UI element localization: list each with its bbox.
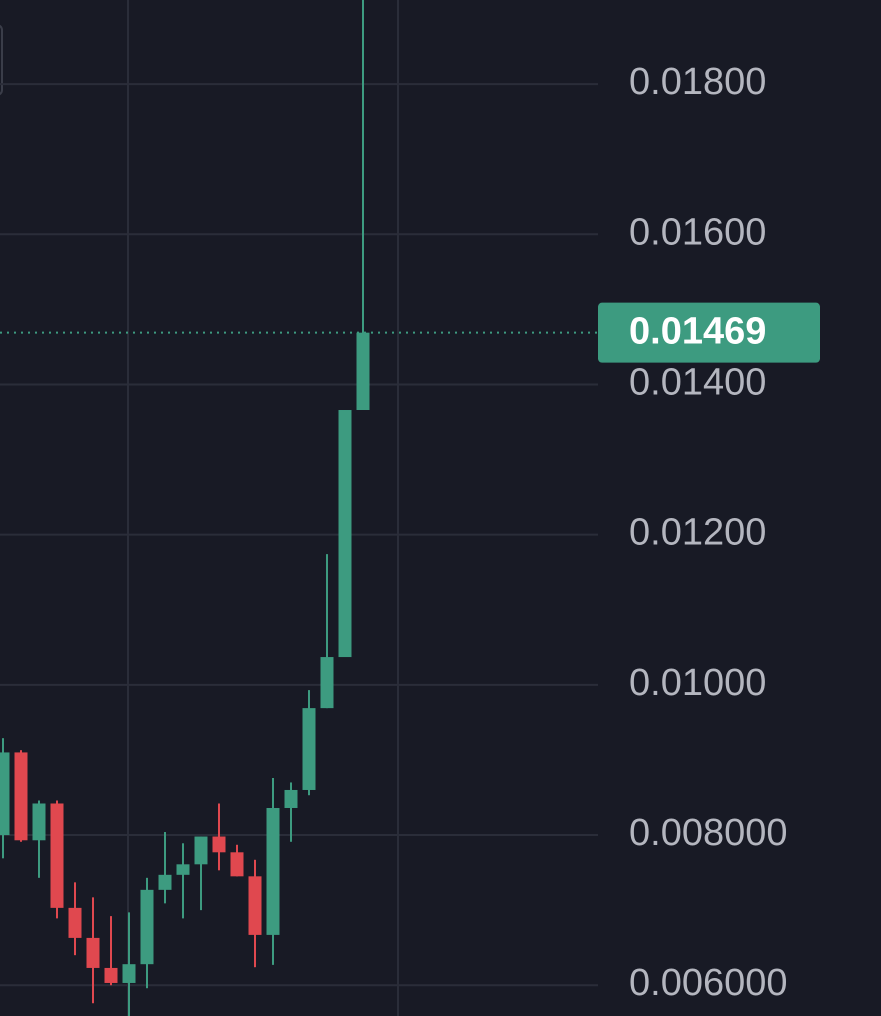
y-tick-label: 0.01200	[629, 512, 766, 554]
candle-body	[140, 889, 154, 965]
candle-body	[284, 789, 298, 808]
candle-body	[122, 964, 136, 983]
y-tick-label: 0.01800	[629, 61, 766, 103]
candle-body	[50, 803, 64, 908]
candle-body	[248, 876, 262, 935]
toolbar-edge	[0, 24, 3, 96]
candle-body	[68, 907, 82, 938]
candle-body	[320, 657, 334, 709]
candle-body	[158, 874, 172, 890]
candle-body	[338, 410, 352, 658]
candle-body	[194, 836, 208, 865]
last-price-box	[598, 302, 820, 363]
candle-body	[302, 708, 316, 790]
y-tick-label: 0.006000	[629, 962, 788, 1004]
y-tick-label: 0.01600	[629, 211, 766, 253]
candle-body	[266, 807, 280, 935]
candle-body	[230, 852, 244, 877]
candle-body	[104, 967, 118, 983]
last-price-label: 0.01469	[629, 311, 766, 353]
candle-body	[212, 836, 226, 853]
candle-body	[356, 332, 370, 411]
candle-body	[86, 937, 100, 968]
candle-body	[176, 864, 190, 875]
candle-body	[14, 752, 28, 841]
y-tick-label: 0.008000	[629, 812, 788, 854]
candle-body	[0, 752, 10, 836]
candle-body	[32, 803, 46, 841]
y-tick-label: 0.01400	[629, 362, 766, 404]
y-tick-label: 0.01000	[629, 662, 766, 704]
